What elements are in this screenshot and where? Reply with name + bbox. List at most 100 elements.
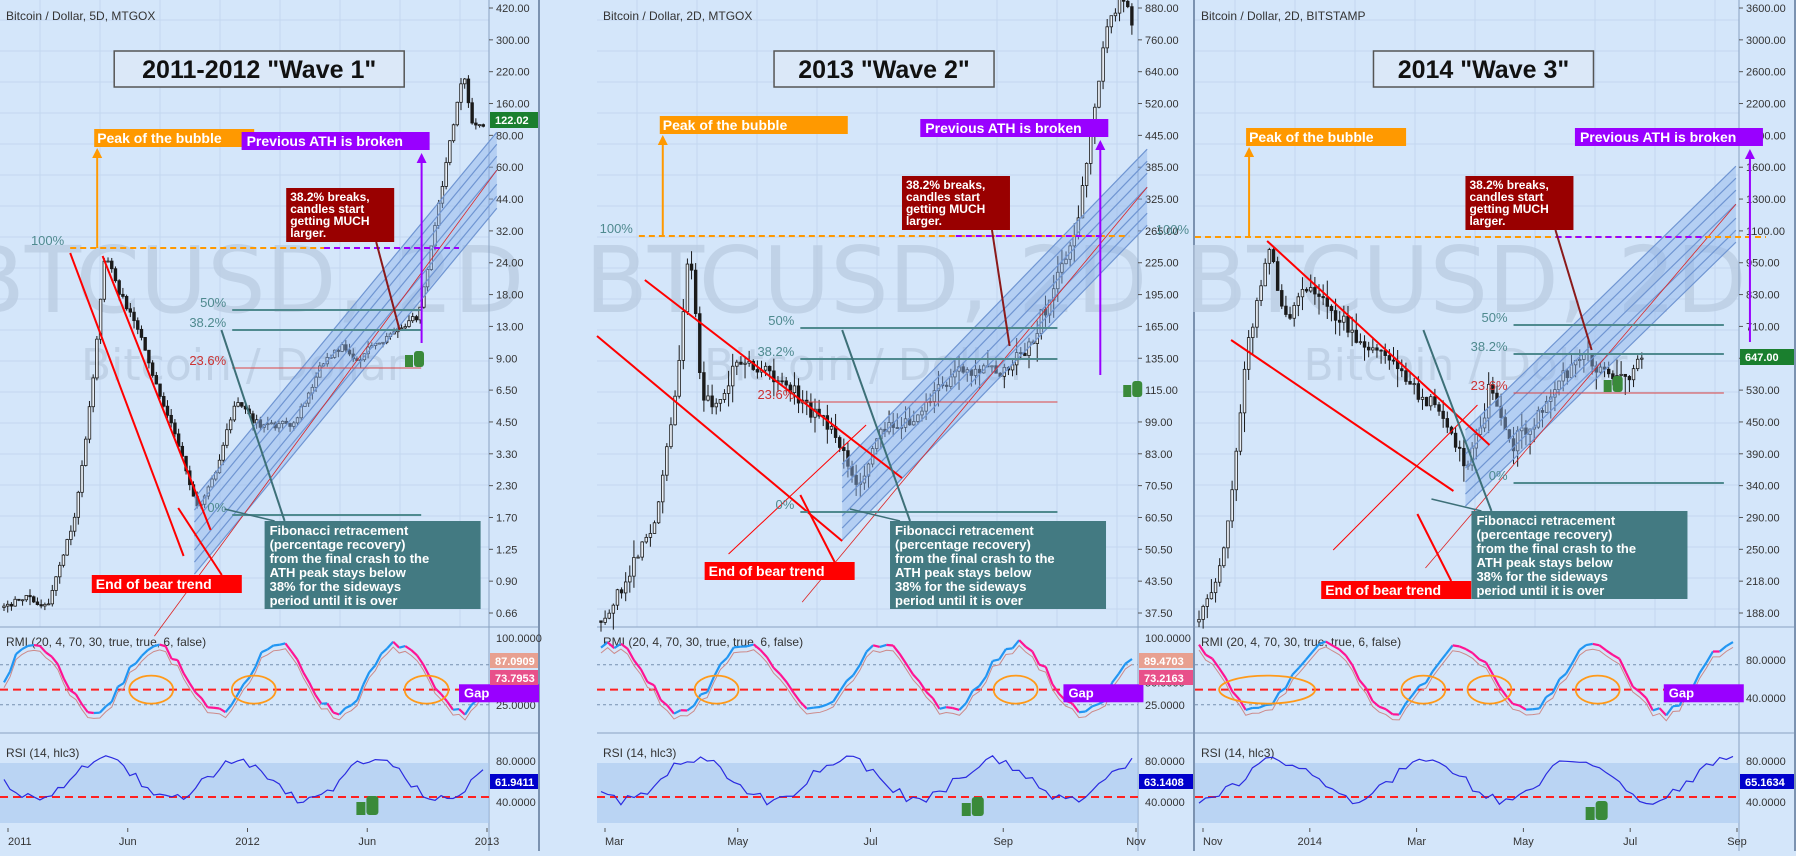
fib-note-line: ATH peak stays below: [1476, 555, 1613, 570]
candle-body: [1309, 287, 1312, 291]
candle-body: [107, 261, 110, 262]
candle-body: [744, 363, 747, 364]
candle-body: [1632, 369, 1635, 380]
thumbs-up-icon: [414, 351, 424, 367]
candle-body: [6, 604, 9, 606]
time-tick-label: Jul: [863, 836, 877, 848]
gap-label: Gap: [464, 685, 489, 700]
price-tick-label: 0.66: [496, 608, 517, 620]
candle-body: [1081, 186, 1084, 218]
time-tick-label: Nov: [1203, 836, 1223, 848]
candle-body: [408, 321, 411, 327]
rmi-line-segment: [453, 709, 459, 710]
price-tick-label: 385.00: [1145, 162, 1179, 174]
price-tick-label: 165.00: [1145, 321, 1179, 333]
wave-title: 2011-2012 "Wave 1": [114, 51, 404, 87]
time-tick-label: Mar: [1407, 836, 1426, 848]
price-tick-label: 225.00: [1145, 258, 1179, 270]
rmi-line-segment: [1673, 706, 1680, 707]
candle-body: [1434, 397, 1437, 405]
rmi-tick-label: 100.0000: [496, 633, 542, 645]
candle-body: [1463, 448, 1466, 465]
rsi-band: [597, 763, 1138, 823]
fib-label-l382: 38.2%: [757, 344, 794, 359]
candle-body: [1024, 353, 1027, 355]
candle-body: [1363, 342, 1366, 348]
candle-body: [1235, 451, 1238, 490]
candle-body: [1409, 381, 1412, 384]
price-tick-label: 3.30: [496, 449, 517, 461]
fib-note-line: from the final crash to the: [895, 551, 1055, 566]
price-tick-label: 760.00: [1145, 35, 1179, 47]
candle-body: [1126, 1, 1129, 6]
candle-body: [1421, 397, 1424, 399]
price-tick-label: 2200.00: [1746, 99, 1786, 111]
candle-body: [1223, 548, 1226, 566]
rmi-line-segment: [1586, 644, 1593, 645]
rmi-line-segment: [734, 647, 741, 648]
candle-body: [1330, 306, 1333, 310]
candle-body: [174, 423, 177, 434]
candle-body: [1347, 316, 1350, 332]
price-tick-label: 1600.00: [1746, 162, 1786, 174]
rmi-line-segment: [1453, 645, 1460, 646]
rmi-line-segment: [807, 708, 814, 709]
thumbs-up-icon: [366, 796, 378, 815]
candle-body: [620, 590, 623, 593]
price-tick-label: 43.50: [1145, 576, 1173, 588]
rsi-tick-label: 40.0000: [496, 797, 536, 809]
fib-label-l382: 38.2%: [189, 315, 226, 330]
candle-body: [604, 618, 607, 622]
candle-body: [81, 466, 84, 493]
candle-body: [1293, 305, 1296, 318]
candle-body: [18, 599, 21, 600]
candle-body: [1089, 134, 1092, 164]
candle-body: [233, 406, 236, 420]
candle-body: [460, 84, 463, 102]
candle-body: [600, 621, 603, 623]
candle-body: [653, 523, 656, 534]
candle-body: [1260, 286, 1263, 301]
candle-body: [125, 296, 128, 308]
candle-body: [843, 447, 846, 450]
candle-body: [129, 309, 132, 312]
chart-title: 2013 "Wave 2": [798, 56, 970, 84]
fib-note-line: 38% for the sideways: [895, 579, 1027, 594]
fib-note-line: Fibonacci retracement: [1476, 513, 1615, 528]
price-tick-label: 70.50: [1145, 481, 1173, 493]
fib-label-l382: 38.2%: [1471, 339, 1508, 354]
rmi-tick-label: 25.0000: [1145, 700, 1185, 712]
candle-body: [1114, 13, 1117, 16]
gap-label: Gap: [1068, 685, 1093, 700]
candle-body: [637, 557, 640, 558]
candle-body: [1628, 376, 1631, 379]
rsi-label: RSI (14, hlc3): [1201, 746, 1274, 760]
price-tick-label: 4.50: [496, 417, 517, 429]
rsi-tick-label: 40.0000: [1746, 797, 1786, 809]
price-tick-label: 44.00: [496, 194, 524, 206]
candle-body: [756, 369, 759, 372]
break-note-line: larger.: [906, 214, 942, 228]
candle-body: [1276, 262, 1279, 291]
candle-body: [731, 366, 734, 386]
price-tick-label: 520.00: [1145, 99, 1179, 111]
candle-body: [707, 396, 710, 400]
candle-body: [1210, 593, 1213, 599]
fib-label-l100: 100%: [1156, 222, 1190, 237]
candle-body: [110, 261, 113, 269]
rmi-line-segment: [88, 712, 94, 713]
candle-body: [475, 123, 478, 125]
fib-note-line: period until it is over: [270, 593, 398, 608]
thumbs-up-icon: [1604, 380, 1612, 392]
candle-body: [14, 599, 17, 606]
candle-body: [838, 438, 841, 448]
price-tick-label: 1.25: [496, 544, 517, 556]
candle-body: [103, 261, 106, 299]
price-tick-label: 220.00: [496, 67, 530, 79]
candle-body: [1198, 619, 1201, 621]
price-tick-label: 830.00: [1746, 290, 1780, 302]
candle-body: [36, 602, 39, 605]
price-tick-label: 445.00: [1145, 130, 1179, 142]
candle-body: [1417, 384, 1420, 400]
